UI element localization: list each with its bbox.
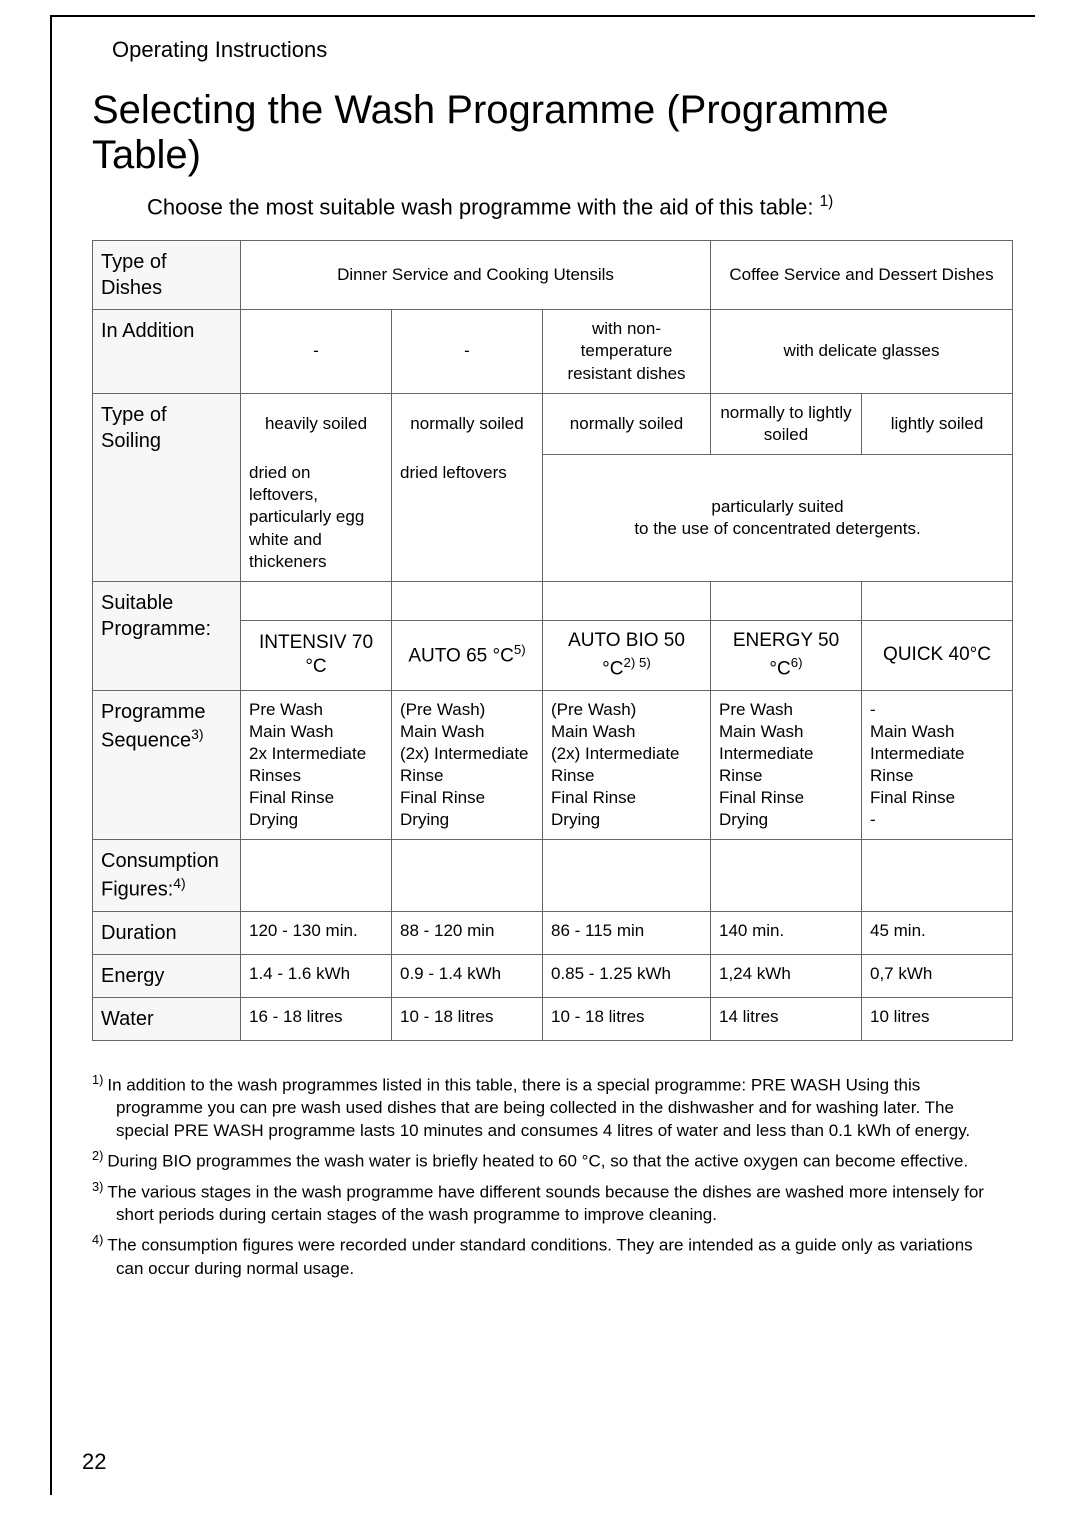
footnote-4: 4) The consumption figures were recorded … [92,1231,995,1281]
rowhead-sequence: Programme Sequence3) [93,690,241,840]
rowhead-consumption: Consumption Figures:4) [93,840,241,912]
footnote-2: 2) During BIO programmes the wash water i… [92,1147,995,1174]
cell-addition-3: with non-temperature resistant dishes [543,310,711,393]
intro-text-content: Choose the most suitable wash programme … [147,194,813,219]
cell-energy-1: 1.4 - 1.6 kWh [241,954,392,997]
cell-water-4: 14 litres [711,997,862,1040]
footnote-text: In addition to the wash programmes liste… [107,1075,970,1140]
cell-addition-1: - [241,310,392,393]
prog-energy-mark: 6) [791,655,803,670]
cell-energy-5: 0,7 kWh [862,954,1013,997]
cell-seq-3: (Pre Wash) Main Wash (2x) Intermediate R… [543,690,711,840]
cell-seq-2: (Pre Wash) Main Wash (2x) Intermediate R… [392,690,543,840]
cell-energy-3: 0.85 - 1.25 kWh [543,954,711,997]
table-row: Type of Dishes Dinner Service and Cookin… [93,241,1013,310]
cell-seq-5: - Main Wash Intermediate Rinse Final Rin… [862,690,1013,840]
rowhead-consumption-label: Consumption Figures: [101,850,219,901]
cell-duration-3: 86 - 115 min [543,911,711,954]
rowhead-energy: Energy [93,954,241,997]
prog-energy-label: ENERGY 50 °C [733,630,839,679]
rowhead-duration: Duration [93,911,241,954]
cell-water-2: 10 - 18 litres [392,997,543,1040]
footnotes: 1) In addition to the wash programmes lis… [92,1071,995,1281]
cell-duration-5: 45 min. [862,911,1013,954]
cell-prog-auto: AUTO 65 °C5) [392,620,543,690]
footnote-3: 3) The various stages in the wash program… [92,1178,995,1228]
footnote-1: 1) In addition to the wash programmes lis… [92,1071,995,1143]
cell-empty [862,840,1013,912]
rowhead-suitable: Suitable Programme: [93,581,241,690]
cell-spacer [862,581,1013,620]
cell-duration-2: 88 - 120 min [392,911,543,954]
cell-spacer [543,581,711,620]
cell-seq-4: Pre Wash Main Wash Intermediate Rinse Fi… [711,690,862,840]
footnote-mark: 1) [92,1072,103,1087]
cell-soiling-345b: particularly suited to the use of concen… [543,454,1013,581]
cell-water-3: 10 - 18 litres [543,997,711,1040]
cell-soiling-2a: normally soiled [392,393,543,454]
cell-dinner-service: Dinner Service and Cooking Utensils [241,241,711,310]
cell-prog-energy: ENERGY 50 °C6) [711,620,862,690]
table-row: Duration 120 - 130 min. 88 - 120 min 86 … [93,911,1013,954]
cell-prog-quick: QUICK 40°C [862,620,1013,690]
cell-empty [711,840,862,912]
cell-duration-1: 120 - 130 min. [241,911,392,954]
cell-prog-intensiv: INTENSIV 70 °C [241,620,392,690]
footnote-text: The various stages in the wash programme… [107,1183,984,1225]
cell-empty [392,840,543,912]
footnote-text: The consumption figures were recorded un… [107,1236,972,1278]
cell-water-1: 16 - 18 litres [241,997,392,1040]
rowhead-sequence-label: Programme Sequence [101,701,205,752]
cell-soiling-3: normally soiled [543,393,711,454]
prog-auto-label: AUTO 65 °C [408,646,513,667]
rowhead-water: Water [93,997,241,1040]
cell-duration-4: 140 min. [711,911,862,954]
table-row: Water 16 - 18 litres 10 - 18 litres 10 -… [93,997,1013,1040]
cell-addition-2: - [392,310,543,393]
cell-soiling-1a: heavily soiled [241,393,392,454]
rowhead-type-of-dishes: Type of Dishes [93,241,241,310]
cell-soiling-1b: dried on leftovers, particularly egg whi… [241,454,392,581]
rowhead-consumption-mark: 4) [173,875,185,891]
footnote-mark: 4) [92,1232,103,1247]
cell-empty [543,840,711,912]
cell-empty [241,840,392,912]
table-row: Type of Soiling heavily soiled normally … [93,393,1013,454]
cell-soiling-4: normally to lightly soiled [711,393,862,454]
table-row: Suitable Programme: [93,581,1013,620]
cell-spacer [241,581,392,620]
cell-prog-autobio: AUTO BIO 50 °C2) 5) [543,620,711,690]
cell-spacer [711,581,862,620]
cell-addition-45: with delicate glasses [711,310,1013,393]
prog-autobio-mark: 2) 5) [623,655,650,670]
intro-footnote-mark: 1) [820,193,834,210]
table-row: In Addition - - with non-temperature res… [93,310,1013,393]
table-row: Consumption Figures:4) [93,840,1013,912]
page-title: Selecting the Wash Programme (Programme … [92,88,995,178]
footnote-mark: 2) [92,1148,103,1163]
cell-energy-4: 1,24 kWh [711,954,862,997]
page-number: 22 [82,1449,106,1475]
cell-spacer [392,581,543,620]
prog-auto-mark: 5) [514,642,526,657]
cell-soiling-2b: dried leftovers [392,454,543,581]
page-container: Operating Instructions Selecting the Was… [50,15,1035,1495]
cell-energy-2: 0.9 - 1.4 kWh [392,954,543,997]
rowhead-sequence-mark: 3) [191,726,203,742]
programme-table: Type of Dishes Dinner Service and Cookin… [92,240,1013,1040]
cell-seq-1: Pre Wash Main Wash 2x Intermediate Rinse… [241,690,392,840]
rowhead-soiling: Type of Soiling [93,393,241,581]
intro-text: Choose the most suitable wash programme … [147,193,995,220]
table-row: Energy 1.4 - 1.6 kWh 0.9 - 1.4 kWh 0.85 … [93,954,1013,997]
cell-soiling-5: lightly soiled [862,393,1013,454]
footnote-mark: 3) [92,1179,103,1194]
footnote-text: During BIO programmes the wash water is … [107,1152,968,1171]
rowhead-in-addition: In Addition [93,310,241,393]
cell-coffee-service: Coffee Service and Dessert Dishes [711,241,1013,310]
cell-water-5: 10 litres [862,997,1013,1040]
table-row: Programme Sequence3) Pre Wash Main Wash … [93,690,1013,840]
section-label: Operating Instructions [112,37,995,63]
